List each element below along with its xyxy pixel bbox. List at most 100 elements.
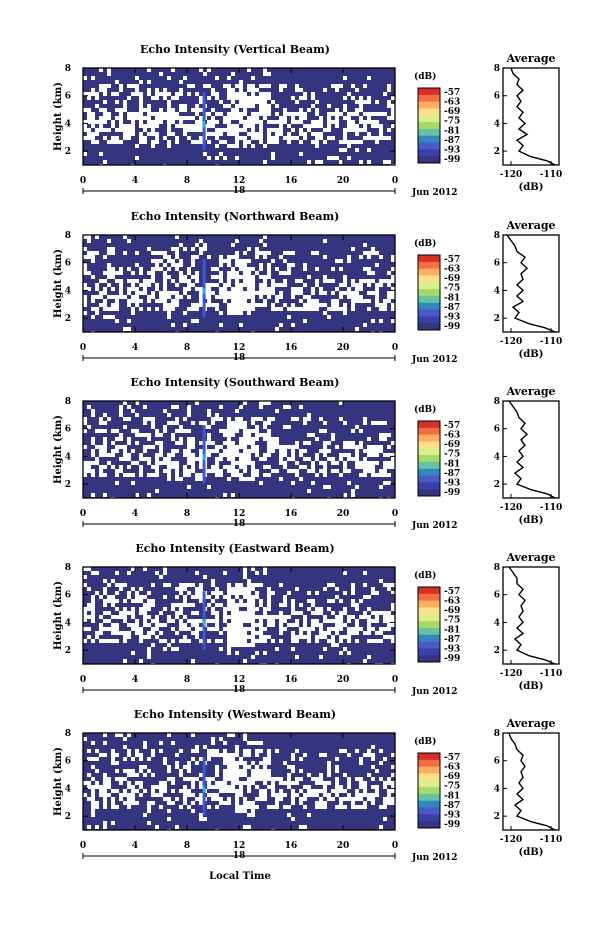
colorbar-tick-label: -93	[444, 478, 460, 488]
avg-y-tick-label: 2	[494, 812, 500, 822]
avg-x-label: (dB)	[519, 681, 544, 692]
colorbar-swatch	[418, 88, 440, 96]
colorbar-swatch	[418, 108, 440, 116]
y-axis-label: Height (km)	[53, 415, 64, 484]
colorbar-tick-label: -75	[444, 616, 460, 626]
panel-title: Echo Intensity (Westward Beam)	[134, 708, 336, 721]
echo-streak-core	[202, 121, 206, 128]
avg-y-tick-label: 4	[494, 286, 500, 296]
colorbar-frame	[417, 254, 441, 331]
avg-x-tick-label: -110	[540, 835, 563, 845]
avg-y-tick-label: 8	[494, 231, 500, 241]
panel-5: Echo Intensity (Westward Beam)2468Height…	[53, 708, 562, 863]
colorbar-swatch	[418, 587, 440, 595]
average-profile: Average 2 4 6 8 -120 -110 (dB)	[494, 52, 563, 193]
colorbar-swatch	[418, 793, 440, 802]
avg-x-tick-label: -110	[540, 503, 563, 513]
colorbar-swatch	[418, 787, 440, 795]
x-tick-label: 8	[184, 675, 190, 685]
colorbar-swatch	[418, 115, 440, 123]
colorbar-tick-label: -69	[444, 440, 460, 450]
colorbar-swatch	[418, 302, 440, 311]
colorbar-swatch	[418, 641, 440, 649]
colorbar-swatch	[418, 309, 440, 317]
panel-3: Echo Intensity (Southward Beam)2468Heigh…	[53, 376, 562, 531]
avg-x-label: (dB)	[519, 515, 544, 526]
colorbar-swatch	[418, 94, 440, 103]
x-tick-label: 12	[233, 176, 246, 186]
colorbar-tick-label: -87	[444, 303, 460, 313]
colorbar-tick-label: -57	[444, 421, 460, 431]
colorbar-tick-label: -63	[444, 763, 460, 773]
colorbar-tick-label: -99	[444, 322, 460, 332]
avg-y-tick-label: 2	[494, 147, 500, 157]
avg-x-tick-label: -120	[500, 503, 523, 513]
average-line	[508, 400, 556, 499]
avg-x-tick-label: -120	[500, 835, 523, 845]
colorbar-swatch	[418, 468, 440, 477]
y-tick-label: 4	[65, 119, 71, 129]
colorbar-swatch	[418, 275, 440, 283]
colorbar-swatch	[418, 461, 440, 470]
colorbar-swatch	[418, 122, 440, 130]
x-tick-label: 4	[132, 675, 138, 685]
y-tick-label: 4	[65, 286, 71, 296]
colorbar-swatch	[418, 135, 440, 144]
x-tick-label: 0	[80, 176, 86, 186]
echo-streak-core	[202, 786, 206, 793]
colorbar-tick-label: -63	[444, 265, 460, 275]
y-tick-label: 8	[65, 64, 71, 74]
x-tick-label: 12	[233, 509, 246, 519]
colorbar-unit: (dB)	[414, 238, 436, 249]
y-tick-label: 6	[65, 92, 71, 102]
colorbar-tick-label: -99	[444, 820, 460, 830]
avg-x-tick-label: -110	[540, 170, 563, 180]
y-axis-label: Height (km)	[53, 581, 64, 650]
colorbar-tick-label: -63	[444, 597, 460, 607]
x-tick-label: 0	[392, 343, 398, 353]
average-title: Average	[505, 52, 555, 65]
colorbar: (dB) -57-63-69-75-81-87-93-99	[414, 71, 460, 165]
colorbar-tick-label: -57	[444, 753, 460, 763]
colorbar-swatch	[418, 627, 440, 636]
avg-y-tick-label: 6	[494, 259, 500, 269]
x-tick-label: 8	[184, 176, 190, 186]
average-line	[506, 234, 556, 333]
average-title: Average	[505, 551, 555, 564]
average-line	[508, 732, 556, 831]
colorbar-tick-label: -63	[444, 431, 460, 441]
colorbar-tick-label: -99	[444, 654, 460, 664]
colorbar: (dB) -57-63-69-75-81-87-93-99	[414, 238, 460, 332]
average-line	[508, 566, 556, 665]
avg-x-tick-label: -110	[540, 337, 563, 347]
x-tick-label: 20	[337, 176, 350, 186]
y-tick-label: 8	[65, 563, 71, 573]
panel-2: Echo Intensity (Northward Beam)2468Heigh…	[53, 210, 562, 365]
colorbar-tick-label: -81	[444, 459, 460, 469]
colorbar-swatch	[418, 434, 440, 442]
colorbar-unit: (dB)	[414, 71, 436, 82]
colorbar-tick-label: -87	[444, 136, 460, 146]
colorbar-frame	[417, 586, 441, 663]
avg-y-tick-label: 6	[494, 425, 500, 435]
colorbar-swatch	[418, 489, 440, 497]
colorbar-swatch	[418, 295, 440, 304]
date-label: Jun 2012	[411, 521, 458, 531]
colorbar-swatch	[418, 142, 440, 150]
x-tick-label: 20	[337, 841, 350, 851]
colorbar-tick-label: -57	[444, 587, 460, 597]
y-tick-label: 4	[65, 452, 71, 462]
panel-title: Echo Intensity (Vertical Beam)	[140, 43, 330, 56]
average-profile: Average 2 4 6 8 -120 -110 (dB)	[494, 717, 563, 858]
panel-title: Echo Intensity (Northward Beam)	[131, 210, 340, 223]
colorbar-tick-label: -69	[444, 274, 460, 284]
colorbar-swatch	[418, 621, 440, 629]
panel-1: Echo Intensity (Vertical Beam)2468Height…	[53, 43, 562, 198]
colorbar-unit: (dB)	[414, 404, 436, 415]
colorbar-frame	[417, 420, 441, 497]
colorbar-swatch	[418, 128, 440, 137]
y-tick-label: 2	[65, 812, 71, 822]
avg-y-tick-label: 8	[494, 397, 500, 407]
avg-x-tick-label: -120	[500, 170, 523, 180]
